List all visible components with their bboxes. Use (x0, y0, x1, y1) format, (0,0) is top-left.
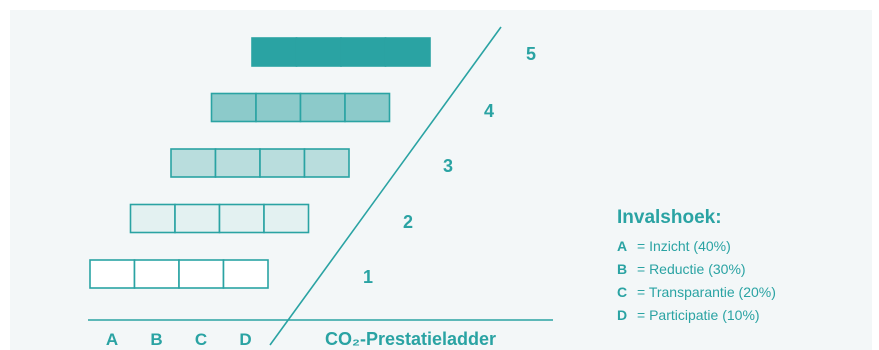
ladder-cell (340, 37, 387, 67)
ladder-cell (218, 203, 265, 234)
ladder-cell (255, 92, 302, 123)
diagram-background (10, 10, 872, 350)
ladder-cell (133, 259, 180, 289)
legend-key: C (617, 284, 628, 300)
ladder-cell (384, 37, 431, 67)
ladder-cell (295, 37, 342, 67)
ladder-cell (303, 148, 350, 178)
legend-key: A (617, 238, 628, 254)
ladder-cell (174, 203, 221, 234)
ladder-step-2 (129, 203, 310, 234)
ladder-step-3 (170, 148, 350, 178)
column-label-d: D (239, 330, 251, 349)
ladder-cell (251, 37, 298, 67)
column-label-c: C (195, 330, 207, 349)
ladder-step-1 (89, 259, 269, 289)
ladder-cell (222, 259, 269, 289)
ladder-cell (259, 148, 306, 178)
legend: Invalshoek: A = Inzicht (40%) B = Reductie … (617, 207, 776, 327)
ladder-cell (299, 92, 346, 123)
legend-key: B (617, 261, 628, 277)
ladder-cell (89, 259, 136, 289)
legend-item-d: D = Participatie (10%) (617, 304, 776, 327)
ladder-cell (129, 203, 176, 234)
column-label-b: B (150, 330, 162, 349)
level-label-1: 1 (363, 267, 373, 287)
level-label-2: 2 (403, 212, 413, 232)
legend-item-c: C = Transparantie (20%) (617, 281, 776, 304)
legend-text: = Participatie (10%) (637, 307, 760, 323)
ladder-cell (263, 203, 310, 234)
ladder-cell (178, 259, 225, 289)
column-label-a: A (106, 330, 118, 349)
ladder-cell (214, 148, 261, 178)
level-label-3: 3 (443, 156, 453, 176)
ladder-cell (344, 92, 391, 123)
level-label-4: 4 (484, 101, 494, 121)
legend-text: = Transparantie (20%) (637, 284, 776, 300)
legend-key: D (617, 307, 628, 323)
ladder-diagonal (269, 26, 502, 346)
ladder-step-4 (210, 92, 391, 123)
ladder-cell (210, 92, 257, 123)
legend-item-a: A = Inzicht (40%) (617, 235, 776, 258)
level-label-5: 5 (526, 44, 536, 64)
legend-title: Invalshoek: (617, 207, 722, 228)
ladder-step-5 (251, 37, 431, 67)
legend-text: = Reductie (30%) (637, 261, 746, 277)
legend-item-b: B = Reductie (30%) (617, 258, 776, 281)
axis-title: CO₂-Prestatieladder (325, 329, 496, 349)
ladder-cell (170, 148, 217, 178)
legend-text: = Inzicht (40%) (637, 238, 731, 254)
